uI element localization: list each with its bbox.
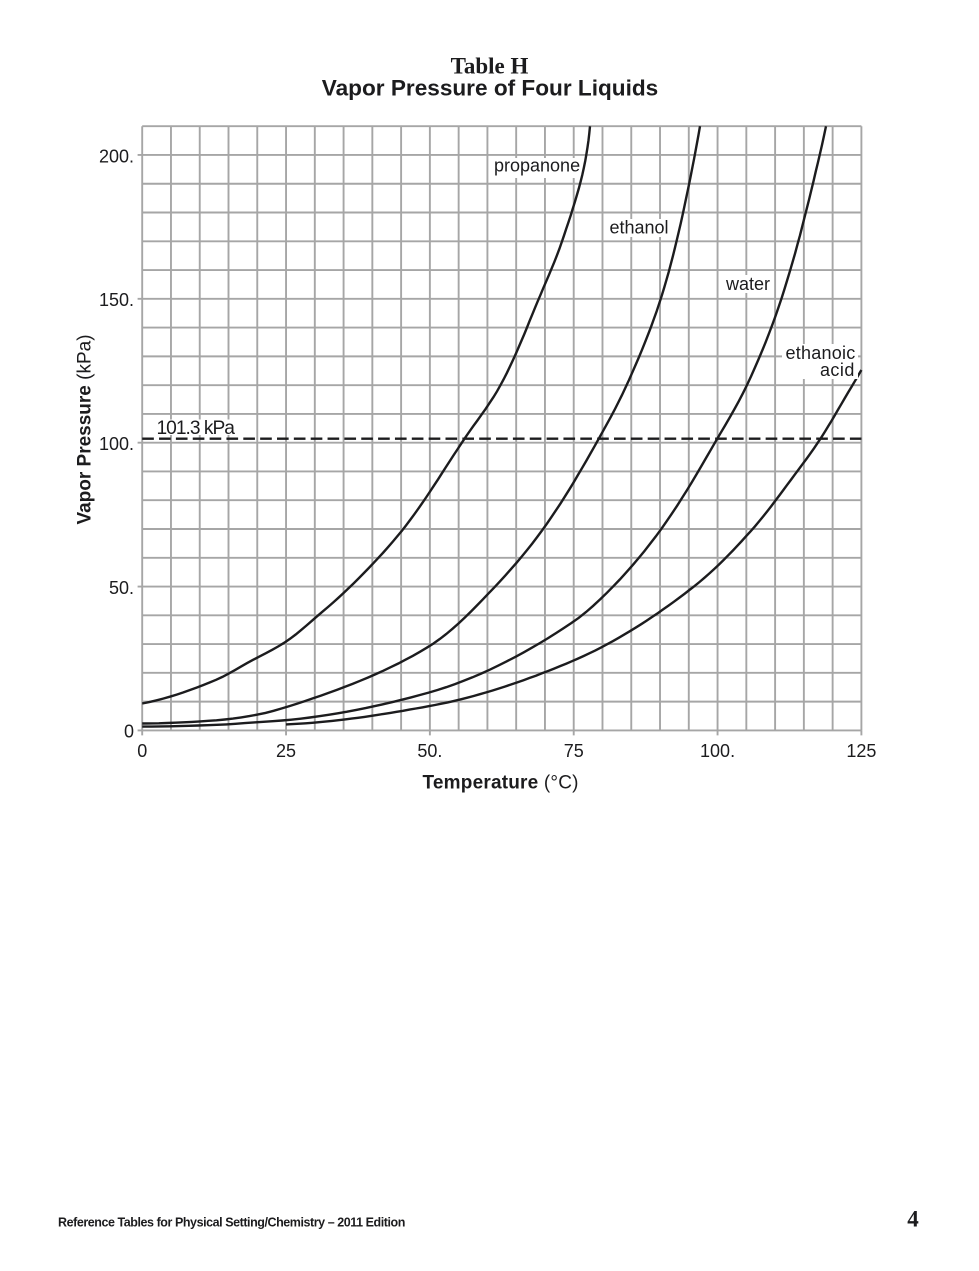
svg-text:Temperature (°C): Temperature (°C) <box>423 772 579 793</box>
svg-text:4: 4 <box>907 1206 919 1231</box>
svg-text:125: 125 <box>846 741 876 761</box>
svg-text:Vapor Pressure of Four Liquids: Vapor Pressure of Four Liquids <box>322 76 658 101</box>
svg-text:100.: 100. <box>99 434 134 454</box>
svg-text:0: 0 <box>137 741 147 761</box>
svg-text:50.: 50. <box>417 741 442 761</box>
svg-text:propanone: propanone <box>494 155 580 175</box>
svg-text:50.: 50. <box>109 578 134 598</box>
svg-text:water: water <box>725 274 770 294</box>
svg-text:acid: acid <box>820 360 855 380</box>
svg-text:101.3 kPa: 101.3 kPa <box>157 418 236 439</box>
svg-text:25: 25 <box>276 741 296 761</box>
svg-text:ethanoic: ethanoic <box>785 343 855 363</box>
svg-text:Reference Tables for Physical: Reference Tables for Physical Setting/Ch… <box>58 1215 405 1229</box>
svg-text:150.: 150. <box>99 290 134 310</box>
svg-text:Table H: Table H <box>451 54 529 79</box>
svg-text:200.: 200. <box>99 146 134 166</box>
svg-text:0: 0 <box>124 722 134 742</box>
svg-text:Vapor Pressure (kPa): Vapor Pressure (kPa) <box>75 334 96 524</box>
svg-text:75: 75 <box>564 741 584 761</box>
svg-text:ethanol: ethanol <box>610 218 669 238</box>
svg-text:100.: 100. <box>700 741 735 761</box>
